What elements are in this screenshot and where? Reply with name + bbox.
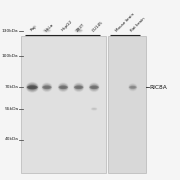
Text: HepG2: HepG2: [60, 20, 73, 32]
Ellipse shape: [76, 30, 81, 31]
Bar: [21, 36, 106, 173]
Ellipse shape: [76, 86, 82, 89]
Ellipse shape: [42, 86, 52, 89]
Ellipse shape: [27, 84, 37, 91]
Ellipse shape: [43, 30, 51, 32]
Ellipse shape: [128, 83, 137, 91]
Ellipse shape: [29, 87, 35, 88]
Ellipse shape: [91, 108, 97, 110]
Ellipse shape: [130, 87, 135, 88]
Ellipse shape: [44, 29, 50, 32]
Ellipse shape: [44, 87, 50, 88]
Ellipse shape: [91, 86, 97, 89]
Ellipse shape: [27, 85, 38, 89]
Text: Mouse brain: Mouse brain: [114, 12, 135, 32]
Ellipse shape: [28, 85, 37, 90]
Ellipse shape: [45, 30, 49, 31]
Ellipse shape: [129, 86, 137, 89]
Ellipse shape: [75, 85, 83, 90]
Ellipse shape: [90, 85, 98, 90]
Text: 130kDa: 130kDa: [2, 29, 19, 33]
Ellipse shape: [61, 87, 66, 88]
Ellipse shape: [60, 86, 66, 89]
Ellipse shape: [58, 84, 68, 91]
Ellipse shape: [73, 83, 84, 92]
Ellipse shape: [59, 85, 67, 90]
Ellipse shape: [74, 86, 83, 89]
Ellipse shape: [27, 83, 38, 91]
Ellipse shape: [75, 29, 82, 32]
Ellipse shape: [89, 83, 99, 92]
Ellipse shape: [91, 86, 98, 89]
Ellipse shape: [75, 30, 83, 32]
Bar: [107, 36, 146, 173]
Text: 55kDa: 55kDa: [4, 107, 19, 111]
Ellipse shape: [75, 29, 82, 32]
Ellipse shape: [129, 84, 137, 91]
Ellipse shape: [42, 84, 52, 91]
Text: HeLa: HeLa: [44, 22, 54, 32]
Ellipse shape: [43, 84, 51, 90]
Ellipse shape: [130, 86, 136, 89]
Ellipse shape: [91, 87, 97, 88]
Ellipse shape: [59, 84, 68, 90]
Ellipse shape: [92, 108, 96, 109]
Ellipse shape: [74, 84, 83, 90]
Text: RIC8A: RIC8A: [149, 85, 167, 90]
Ellipse shape: [26, 82, 39, 93]
Ellipse shape: [44, 30, 50, 32]
Ellipse shape: [60, 86, 67, 89]
Ellipse shape: [75, 86, 82, 89]
Ellipse shape: [29, 86, 36, 89]
Ellipse shape: [58, 86, 68, 89]
Ellipse shape: [89, 86, 99, 89]
Ellipse shape: [129, 84, 137, 91]
Ellipse shape: [58, 82, 69, 92]
Text: Raji: Raji: [30, 24, 38, 32]
Ellipse shape: [28, 85, 36, 89]
Text: DU145: DU145: [91, 20, 104, 32]
Ellipse shape: [41, 82, 52, 92]
Ellipse shape: [73, 82, 84, 92]
Ellipse shape: [130, 85, 136, 89]
Text: 293T: 293T: [76, 22, 86, 32]
Ellipse shape: [129, 85, 136, 90]
Ellipse shape: [130, 86, 135, 88]
Text: 100kDa: 100kDa: [2, 54, 19, 58]
Ellipse shape: [89, 84, 99, 91]
Text: 40kDa: 40kDa: [5, 138, 19, 141]
Ellipse shape: [90, 84, 98, 90]
Ellipse shape: [43, 86, 50, 89]
Ellipse shape: [76, 87, 81, 88]
Ellipse shape: [42, 83, 52, 92]
Ellipse shape: [44, 86, 50, 89]
Ellipse shape: [26, 83, 38, 92]
Text: Rat brain: Rat brain: [130, 16, 146, 32]
Ellipse shape: [89, 82, 100, 92]
Ellipse shape: [58, 83, 68, 92]
Ellipse shape: [43, 85, 51, 90]
Ellipse shape: [44, 30, 50, 31]
Ellipse shape: [74, 84, 83, 91]
Ellipse shape: [76, 30, 81, 31]
Text: 70kDa: 70kDa: [5, 85, 19, 89]
Ellipse shape: [76, 30, 82, 32]
